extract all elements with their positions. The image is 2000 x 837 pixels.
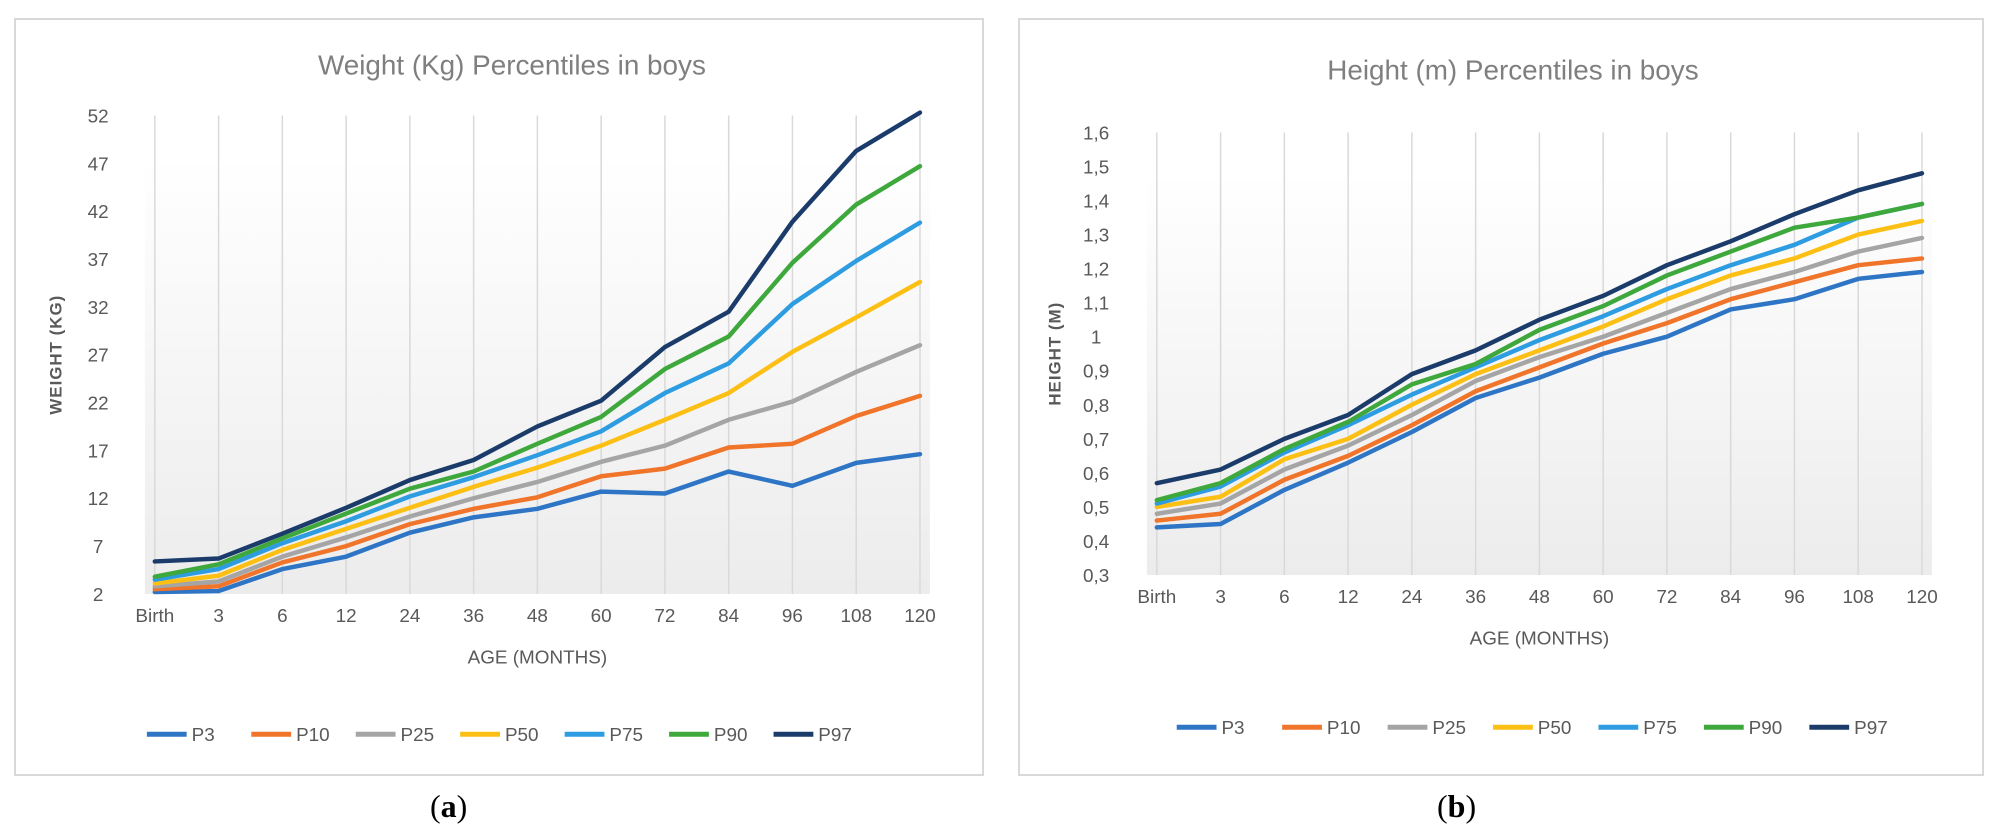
y-tick-label: 0,5 [1083,498,1109,519]
x-tick-label: Birth [135,606,174,627]
series-line-p75 [1154,201,1925,506]
chart-title: Weight (Kg) Percentiles in boys [318,50,706,81]
series-line-p3 [152,451,923,595]
x-tick-label: 48 [527,606,548,627]
y-tick-label: 0,4 [1083,532,1109,553]
y-tick-label: 0,9 [1083,362,1109,383]
height-chart-panel: Height (m) Percentiles in boys Birth 3 6 12 2… [1018,18,1984,776]
y-tick-label: 27 [88,346,109,367]
legend-label-p50: P50 [1538,718,1572,739]
x-tick-label: 12 [1338,587,1359,608]
x-tick-label: 12 [336,606,357,627]
legend-label-p90: P90 [714,725,748,746]
y-tick-label: 42 [88,202,109,223]
series-line-p25 [1154,235,1925,517]
series-line-p10 [152,393,923,592]
y-tick-label: 0,6 [1083,464,1109,485]
y-tick-label: 1 [1091,328,1102,349]
x-tick-label: 84 [1720,587,1741,608]
x-tick-label: 60 [1593,587,1614,608]
legend-label-p97: P97 [1854,718,1888,739]
legend-label-p3: P3 [192,725,215,746]
y-tick-label: 1,1 [1083,294,1109,315]
y-tick-label: 17 [88,441,109,462]
x-tick-label: 48 [1529,587,1550,608]
legend-label-p75: P75 [1643,718,1677,739]
x-tick-label: 108 [840,606,872,627]
x-tick-label: 6 [277,606,288,627]
caption-a: (a) [430,788,468,824]
x-tick-label: 96 [782,606,803,627]
y-axis-title: WEIGHT (KG) [46,295,65,415]
series-line-p3 [1154,269,1925,530]
x-tick-label: 6 [1279,587,1290,608]
legend-label-p3: P3 [1221,718,1244,739]
series-line-p50 [1154,218,1925,510]
series-line-p10 [1154,256,1925,523]
x-tick-label: 84 [718,606,739,627]
y-tick-label: 52 [88,106,109,127]
legend-label-p50: P50 [505,725,539,746]
x-tick-label: 24 [1401,587,1422,608]
x-tick-label: 3 [1215,587,1226,608]
y-tick-label: 12 [88,489,109,510]
legend-label-p10: P10 [296,725,330,746]
y-tick-label: 0,7 [1083,430,1109,451]
y-tick-label: 2 [93,585,104,606]
series-line-p97 [152,110,923,564]
x-tick-label: 24 [399,606,420,627]
y-tick-label: 7 [93,537,104,558]
legend-label-p97: P97 [818,725,852,746]
x-tick-label: 36 [1465,587,1486,608]
legend-label-p75: P75 [609,725,643,746]
x-tick-label: 120 [904,606,936,627]
y-tick-label: 1,6 [1083,123,1109,144]
x-tick-label: Birth [1137,587,1176,608]
y-tick-label: 47 [88,154,109,175]
x-tick-label: 108 [1842,587,1874,608]
x-tick-label: 120 [1906,587,1938,608]
chart-title: Height (m) Percentiles in boys [1327,55,1698,86]
x-tick-label: 3 [213,606,224,627]
y-tick-label: 1,3 [1083,226,1109,247]
y-tick-label: 0,8 [1083,396,1109,417]
legend-label-p25: P25 [401,725,435,746]
legend-label-p25: P25 [1432,718,1466,739]
series-line-p97 [1154,171,1925,486]
series-line-p90 [1154,201,1925,503]
series-line-p50 [152,279,923,586]
x-tick-label: 72 [654,606,675,627]
x-tick-label: 36 [463,606,484,627]
x-axis-title: AGE (MONTHS) [468,648,607,669]
y-tick-label: 37 [88,250,109,271]
y-tick-label: 0,3 [1083,566,1109,587]
x-tick-label: 60 [591,606,612,627]
series-line-p90 [152,163,923,579]
caption-b: (b) [1437,788,1477,824]
legend-label-p90: P90 [1749,718,1783,739]
y-tick-label: 22 [88,394,109,415]
x-tick-label: 72 [1656,587,1677,608]
y-axis-title: HEIGHT (M) [1045,302,1064,406]
x-axis-title: AGE (MONTHS) [1470,629,1609,650]
y-tick-label: 1,4 [1083,191,1109,212]
weight-chart-panel: Weight (Kg) Percentiles in boys Birth 3 6 12… [14,18,984,776]
y-tick-label: 1,2 [1083,260,1109,281]
legend-label-p10: P10 [1327,718,1361,739]
series-line-p75 [152,220,923,582]
y-tick-label: 1,5 [1083,157,1109,178]
series-line-p25 [152,342,923,589]
x-tick-label: 96 [1784,587,1805,608]
y-tick-label: 32 [88,298,109,319]
